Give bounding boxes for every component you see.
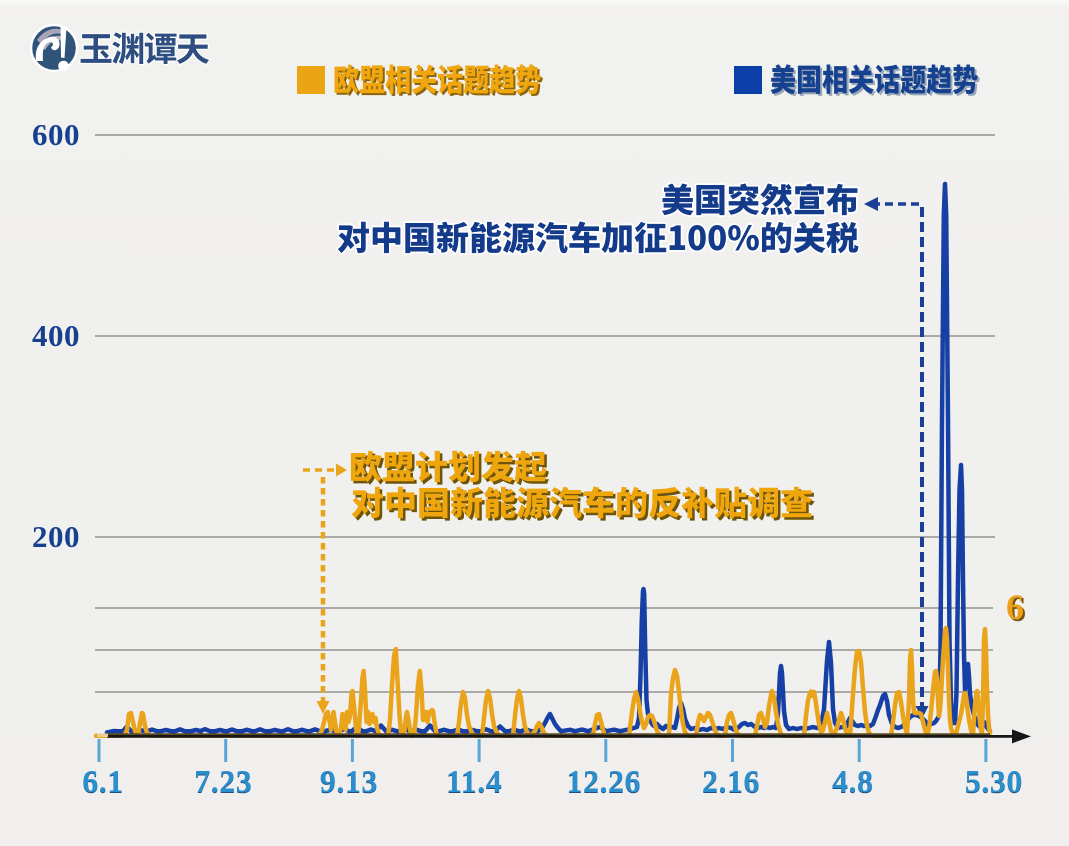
svg-text:600: 600 — [32, 117, 80, 152]
svg-text:11.4: 11.4 — [446, 763, 502, 799]
svg-text:2.16: 2.16 — [702, 764, 760, 800]
svg-text:12.26: 12.26 — [567, 764, 642, 800]
svg-text:12.26: 12.26 — [567, 763, 642, 799]
svg-text:7.23: 7.23 — [194, 763, 252, 799]
svg-text:9.13: 9.13 — [320, 763, 378, 799]
svg-text:5.30: 5.30 — [965, 764, 1023, 800]
svg-text:4.8: 4.8 — [832, 763, 874, 799]
svg-text:400: 400 — [32, 318, 80, 353]
svg-text:6.1: 6.1 — [82, 764, 124, 800]
svg-text:7.23: 7.23 — [194, 764, 252, 800]
svg-text:6: 6 — [1006, 587, 1024, 627]
svg-text:200: 200 — [32, 519, 80, 554]
svg-text:2.16: 2.16 — [702, 763, 760, 799]
svg-text:5.30: 5.30 — [965, 763, 1023, 799]
svg-text:6.1: 6.1 — [82, 763, 124, 799]
svg-text:11.4: 11.4 — [446, 764, 502, 800]
svg-text:9.13: 9.13 — [320, 764, 378, 800]
svg-text:6: 6 — [1008, 589, 1026, 629]
svg-text:4.8: 4.8 — [832, 764, 874, 800]
